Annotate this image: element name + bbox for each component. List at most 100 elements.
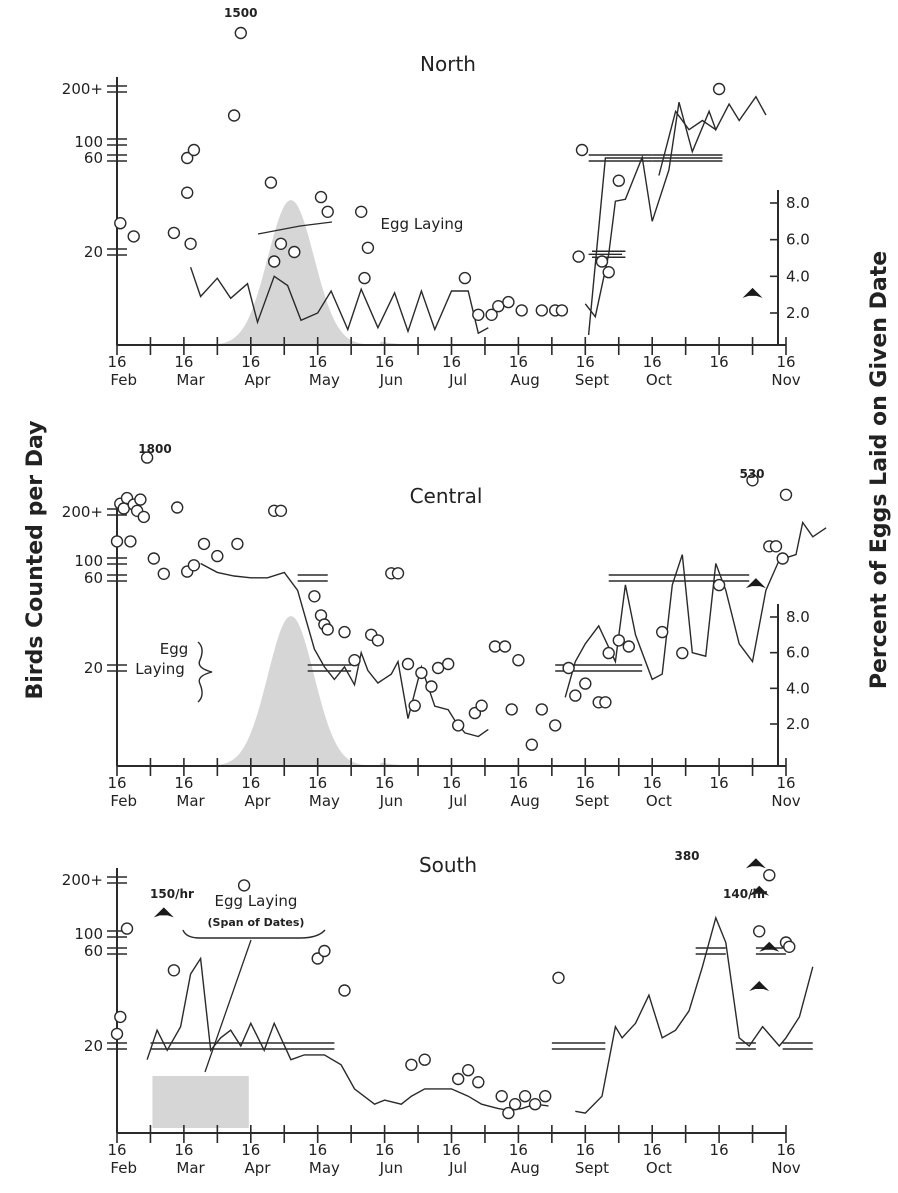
month-label: Feb (110, 792, 137, 810)
panel-title: North (420, 52, 476, 76)
x-tick-label: 16 (174, 774, 193, 792)
x-tick-label: 16 (308, 1141, 327, 1159)
y-right-tick-label: 6.0 (786, 231, 810, 249)
count-point (783, 940, 796, 953)
x-tick-label: 16 (107, 1141, 126, 1159)
count-point (779, 488, 793, 501)
month-label: Oct (646, 792, 672, 810)
x-tick-label: 16 (643, 1141, 662, 1159)
annotation: 1500 (224, 6, 257, 20)
x-tick-label: 16 (643, 353, 662, 371)
egg-laying-span-area (152, 1076, 249, 1128)
count-point (338, 984, 351, 997)
count-point (572, 250, 585, 263)
count-point (308, 590, 321, 603)
annotation-brace (182, 929, 326, 939)
x-tick-label: 16 (509, 353, 528, 371)
month-label: Sept (575, 1159, 609, 1177)
count-point (656, 625, 669, 639)
egg-laying-area (202, 616, 445, 766)
x-tick-label: 16 (442, 353, 461, 371)
annotation: 380 (674, 849, 699, 863)
count-point (321, 205, 334, 219)
count-point (539, 1089, 552, 1103)
annotation: Laying (135, 660, 185, 678)
y-right-tick-label: 4.0 (786, 679, 810, 697)
annotation: (Span of Dates) (208, 916, 305, 929)
annotation: Egg Laying (215, 892, 298, 910)
count-point (147, 552, 161, 565)
count-point (472, 1075, 485, 1089)
count-point (535, 703, 548, 716)
annotation-brace (197, 641, 213, 703)
y-left-tick-label: 200+ (62, 871, 103, 889)
arrow-marker (745, 578, 766, 589)
count-point (602, 646, 615, 660)
x-tick-label: 16 (776, 774, 795, 792)
count-point (127, 230, 140, 243)
x-tick-label: 16 (643, 774, 662, 792)
month-label: Jun (379, 371, 403, 389)
count-point (167, 226, 181, 240)
month-label: Oct (646, 1159, 672, 1177)
x-tick-label: 16 (509, 1141, 528, 1159)
annotation: 140/hr (723, 887, 767, 901)
count-point (227, 109, 241, 122)
count-point (498, 640, 512, 653)
x-tick-label: 16 (776, 1141, 795, 1159)
count-point (187, 559, 201, 572)
count-point (211, 549, 224, 563)
y-right-tick-label: 8.0 (786, 194, 810, 212)
month-label: Nov (771, 371, 800, 389)
count-point (485, 308, 498, 321)
month-label: Nov (771, 1159, 800, 1177)
month-label: Sept (575, 371, 609, 389)
count-point (515, 304, 528, 317)
count-point (712, 578, 726, 592)
y-left-tick-label: 200+ (62, 503, 103, 521)
x-tick-label: 16 (710, 353, 729, 371)
count-point (508, 1097, 522, 1111)
month-label: May (309, 792, 340, 810)
count-point (502, 1106, 515, 1120)
y-left-tick-label: 20 (84, 243, 103, 261)
month-label: Apr (245, 792, 272, 810)
count-point (184, 237, 197, 251)
x-tick-label: 16 (509, 774, 528, 792)
count-point (458, 271, 472, 285)
x-tick-label: 16 (442, 774, 461, 792)
count-point (140, 451, 154, 464)
count-point (318, 944, 331, 958)
count-point (518, 1089, 532, 1103)
count-point (425, 680, 438, 693)
counts-line (575, 915, 814, 1114)
count-point (288, 245, 301, 259)
month-label: Feb (110, 371, 137, 389)
count-point (495, 1089, 508, 1103)
month-label: Oct (646, 371, 672, 389)
count-point (712, 82, 726, 96)
x-tick-label: 16 (241, 353, 260, 371)
count-point (321, 623, 334, 636)
y-right-tick-label: 4.0 (786, 267, 810, 285)
month-label: Jul (448, 1159, 467, 1177)
count-point (502, 295, 515, 309)
annotation: Egg Laying (381, 215, 464, 233)
count-point (555, 304, 569, 317)
count-point (408, 699, 421, 712)
count-point (472, 308, 485, 321)
count-point (528, 1097, 542, 1111)
month-label: Nov (771, 792, 800, 810)
count-point (418, 1053, 431, 1066)
annotation: Egg (160, 640, 189, 658)
count-point (535, 304, 548, 317)
annotation: 530 (739, 467, 764, 481)
count-point (120, 922, 134, 935)
arrow-marker (749, 981, 770, 992)
x-tick-label: 16 (174, 353, 193, 371)
count-point (391, 567, 405, 580)
panel-title: South (419, 853, 477, 877)
x-tick-label: 16 (107, 353, 126, 371)
